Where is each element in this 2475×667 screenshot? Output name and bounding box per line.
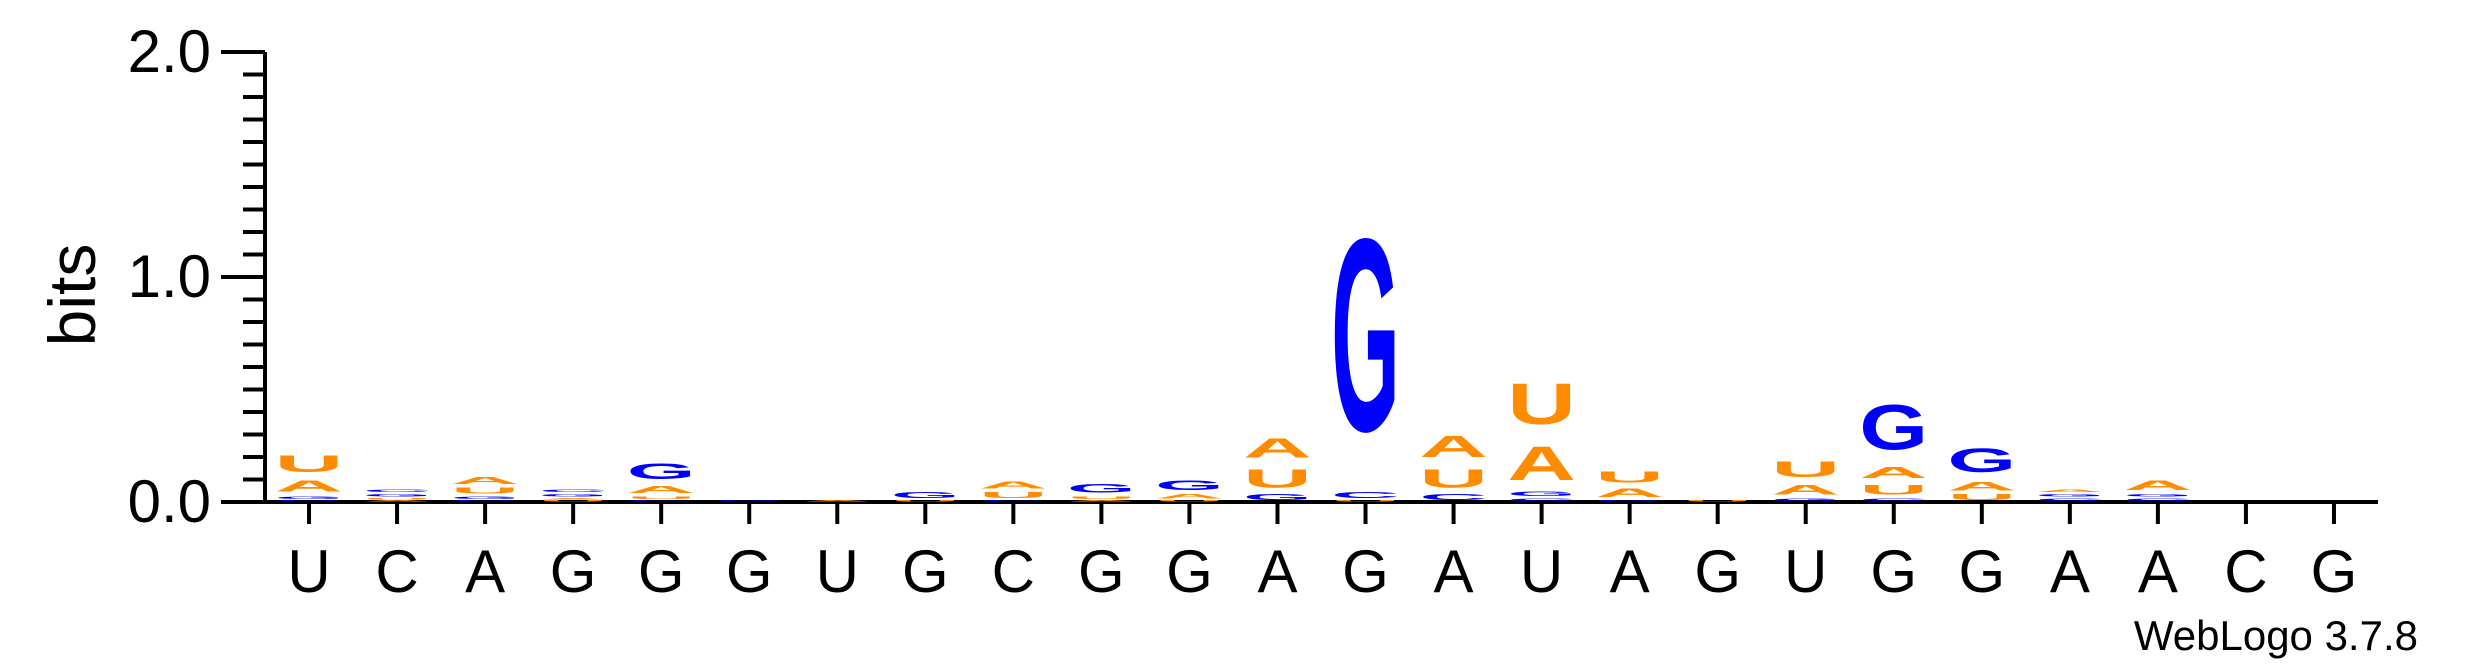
- logo-letter-c: C: [1331, 491, 1400, 500]
- logo-letter-u: U: [1243, 464, 1312, 493]
- logo-letter-a: A: [451, 475, 520, 486]
- logo-letter-g: G: [1331, 182, 1400, 489]
- logo-letter-g: G: [715, 500, 784, 502]
- x-tick-label: G: [1958, 538, 2005, 605]
- logo-letter-u: U: [1067, 495, 1136, 499]
- logo-letter-a: A: [275, 477, 344, 495]
- logo-letter-g: G: [1067, 482, 1136, 495]
- x-tick-label: U: [1784, 538, 1827, 605]
- logo-letter-a: A: [1067, 500, 1136, 502]
- logo-letter-c: C: [2036, 498, 2105, 502]
- x-tick-label: U: [816, 538, 859, 605]
- logo-letter-a: A: [803, 500, 872, 502]
- logo-letter-u: U: [979, 491, 1048, 500]
- logo-letter-u: U: [1771, 457, 1840, 482]
- x-tick-label: A: [1610, 538, 1650, 605]
- logo-letter-a: A: [363, 500, 432, 502]
- x-tick-label: G: [1078, 538, 1125, 605]
- x-tick-label: A: [2050, 538, 2090, 605]
- logo-letter-g: G: [1595, 500, 1664, 502]
- logo-letter-c: C: [1859, 498, 1928, 502]
- x-tick-label: A: [1257, 538, 1297, 605]
- logo-letter-u: U: [1419, 464, 1488, 493]
- logo-letter-c: C: [539, 489, 608, 493]
- logo-letter-a: A: [1155, 493, 1224, 500]
- logo-letter-a: A: [1771, 482, 1840, 498]
- logo-letter-u: U: [363, 498, 432, 500]
- logo-letter-g: G: [627, 459, 696, 484]
- x-tick-label: C: [992, 538, 1035, 605]
- x-tick-label: G: [550, 538, 597, 605]
- logo-letter-g: G: [1155, 477, 1224, 493]
- logo-letter-g: G: [275, 495, 344, 500]
- logo-letter-a: A: [627, 484, 696, 495]
- logo-letter-u: U: [1331, 500, 1400, 502]
- logo-letter-u: U: [1507, 371, 1576, 436]
- logo-letter-c: C: [1507, 498, 1576, 502]
- logo-letter-u: U: [1595, 468, 1664, 486]
- logo-letter-g: G: [891, 491, 960, 500]
- x-tick-label: G: [638, 538, 685, 605]
- x-tick-label: G: [902, 538, 949, 605]
- x-tick-label: C: [2224, 538, 2267, 605]
- logo-letter-u: U: [1859, 482, 1928, 498]
- x-tick-label: A: [1434, 538, 1474, 605]
- x-tick-label: U: [1520, 538, 1563, 605]
- logo-letter-c: C: [275, 500, 344, 502]
- y-tick-label: 2.0: [128, 18, 211, 85]
- logo-letter-c: C: [2124, 498, 2193, 502]
- logo-letter-a: A: [539, 498, 608, 500]
- logo-letter-g: G: [1507, 491, 1576, 498]
- logo-letter-a: A: [1419, 430, 1488, 464]
- logo-letter-g: G: [451, 495, 520, 500]
- logo-letter-u: U: [1683, 500, 1752, 502]
- x-tick-label: C: [375, 538, 418, 605]
- logo-letter-u: U: [451, 486, 520, 495]
- logo-letter-a: A: [1243, 432, 1312, 463]
- logo-letter-g: G: [539, 493, 608, 498]
- logo-letter-g: G: [363, 493, 432, 498]
- x-tick-label: G: [2311, 538, 2358, 605]
- y-tick-label: 1.0: [128, 243, 211, 310]
- logo-letter-u: U: [627, 495, 696, 499]
- logo-letter-a: A: [1947, 480, 2016, 493]
- logo-letter-g: G: [1859, 392, 1928, 464]
- logo-letter-g: G: [2036, 493, 2105, 498]
- weblogo-credit: WebLogo 3.7.8: [2134, 612, 2418, 659]
- logo-letter-c: C: [979, 500, 1048, 502]
- logo-letter-c: C: [363, 489, 432, 493]
- logo-letter-a: A: [1507, 437, 1576, 491]
- logo-letter-a: A: [979, 480, 1048, 491]
- logo-letter-c: C: [627, 500, 696, 502]
- logo-letter-c: C: [1419, 493, 1488, 502]
- logo-letter-u: U: [275, 450, 344, 477]
- logo-letter-a: A: [1859, 464, 1928, 482]
- logo-letter-a: A: [2036, 489, 2105, 493]
- x-tick-label: U: [287, 538, 330, 605]
- y-tick-label: 0.0: [128, 468, 211, 535]
- logo-letter-a: A: [2124, 477, 2193, 493]
- x-tick-label: G: [1342, 538, 1389, 605]
- x-tick-label: G: [726, 538, 773, 605]
- logo-letter-a: A: [1595, 486, 1664, 499]
- x-tick-label: A: [465, 538, 505, 605]
- y-axis-label: bits: [35, 244, 109, 347]
- logo-letter-u: U: [1155, 500, 1224, 502]
- logo-letter-g: G: [1771, 498, 1840, 503]
- x-tick-label: G: [1870, 538, 1917, 605]
- logo-letter-u: U: [891, 500, 960, 502]
- y-axis: 0.0 1.0 2.0: [128, 18, 267, 535]
- logo-letter-u: U: [1947, 493, 2016, 502]
- x-tick-label: G: [1694, 538, 1741, 605]
- logo-letter-g: G: [1947, 441, 2016, 479]
- logo-letter-g: G: [2124, 493, 2193, 498]
- logo-letter-g: G: [1243, 493, 1312, 502]
- logo-letter-u: U: [539, 500, 608, 502]
- x-tick-label: G: [1166, 538, 1213, 605]
- logo-letter-c: C: [451, 500, 520, 502]
- x-tick-label: A: [2138, 538, 2178, 605]
